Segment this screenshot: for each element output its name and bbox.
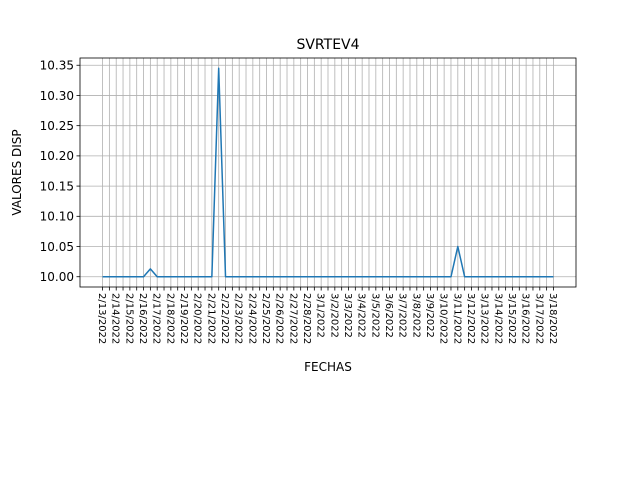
y-tick-label: 10.00 xyxy=(40,270,74,284)
x-tick-label: 2/20/2022 xyxy=(192,293,203,344)
grid xyxy=(80,58,576,287)
x-tick-label: 3/15/2022 xyxy=(506,293,517,344)
y-axis-label: VALORES DISP xyxy=(10,129,24,215)
x-tick-label: 2/28/2022 xyxy=(301,293,312,344)
x-tick-label: 3/5/2022 xyxy=(369,293,380,338)
x-tick-label: 3/7/2022 xyxy=(397,293,408,338)
x-axis: 2/13/2022 2/14/2022 2/15/2022 2/16/2022 2/17… xyxy=(96,287,558,344)
x-tick-label: 3/17/2022 xyxy=(533,293,544,344)
y-tick-label: 10.10 xyxy=(40,210,74,224)
y-tick-label: 10.30 xyxy=(40,89,74,103)
x-tick-label: 3/1/2022 xyxy=(315,293,326,338)
series-layer xyxy=(102,67,554,278)
x-tick-label: 3/11/2022 xyxy=(451,293,462,344)
series-line xyxy=(102,67,554,278)
x-tick-label: 2/19/2022 xyxy=(178,293,189,344)
x-tick-label: 2/17/2022 xyxy=(151,293,162,344)
x-tick-label: 2/15/2022 xyxy=(123,293,134,344)
x-axis-label: FECHAS xyxy=(304,360,352,374)
x-tick-label: 3/2/2022 xyxy=(328,293,339,338)
x-tick-label: 2/14/2022 xyxy=(110,293,121,344)
x-tick-label: 3/9/2022 xyxy=(424,293,435,338)
x-tick-label: 3/6/2022 xyxy=(383,293,394,338)
x-tick-label: 2/24/2022 xyxy=(246,293,257,344)
x-tick-label: 3/10/2022 xyxy=(438,293,449,344)
x-tick-label: 2/16/2022 xyxy=(137,293,148,344)
y-tick-label: 10.25 xyxy=(40,119,74,133)
x-tick-label: 3/18/2022 xyxy=(547,293,558,344)
x-tick-label: 3/8/2022 xyxy=(410,293,421,338)
y-tick-label: 10.05 xyxy=(40,240,74,254)
x-tick-label: 2/26/2022 xyxy=(274,293,285,344)
x-tick-label: 2/21/2022 xyxy=(205,293,216,344)
x-tick-label: 3/16/2022 xyxy=(520,293,531,344)
x-tick-label: 3/12/2022 xyxy=(465,293,476,344)
x-tick-label: 2/22/2022 xyxy=(219,293,230,344)
x-tick-label: 3/4/2022 xyxy=(356,293,367,338)
y-axis: 10.00 10.05 10.10 10.15 10.20 10.25 10.30 10.35 xyxy=(40,59,80,284)
x-tick-label: 2/13/2022 xyxy=(96,293,107,344)
y-tick-label: 10.20 xyxy=(40,149,74,163)
chart-title: SVRTEV4 xyxy=(296,37,359,53)
x-tick-label: 3/13/2022 xyxy=(479,293,490,344)
y-tick-label: 10.15 xyxy=(40,179,74,193)
y-tick-label: 10.35 xyxy=(40,59,74,73)
x-tick-label: 3/14/2022 xyxy=(492,293,503,344)
x-tick-label: 2/18/2022 xyxy=(164,293,175,344)
x-tick-label: 2/27/2022 xyxy=(287,293,298,344)
x-tick-label: 2/25/2022 xyxy=(260,293,271,344)
x-tick-label: 2/23/2022 xyxy=(233,293,244,344)
x-tick-label: 3/3/2022 xyxy=(342,293,353,338)
